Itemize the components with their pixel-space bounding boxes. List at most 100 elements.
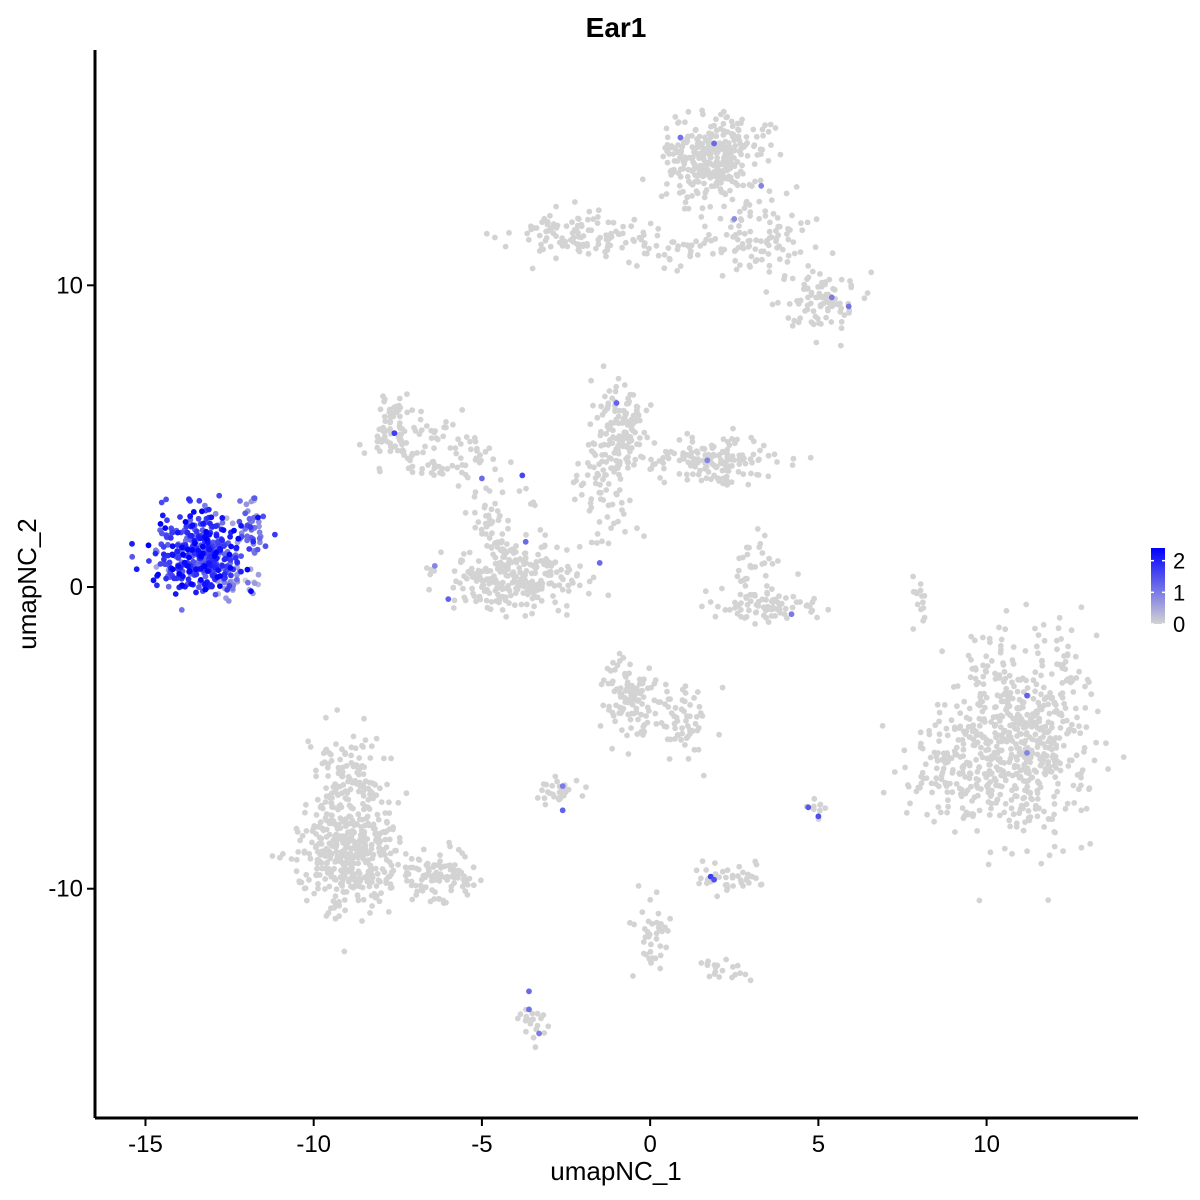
cell-point [959, 805, 966, 811]
cell-point [408, 882, 415, 889]
cell-point [341, 948, 348, 955]
cell-point [676, 182, 683, 189]
cell-point [533, 559, 540, 565]
cell-point [740, 554, 746, 561]
cell-point [1040, 621, 1047, 628]
cell-point [1045, 761, 1051, 768]
cell-point [383, 818, 390, 825]
cell-point [758, 881, 765, 888]
cell-point [1069, 721, 1075, 728]
cell-point [1054, 788, 1061, 795]
cell-point-expressing [199, 508, 205, 515]
cell-point [328, 751, 334, 758]
cell-point [719, 585, 725, 592]
cell-point [578, 491, 585, 498]
cell-point-expressing [146, 558, 152, 564]
cell-point [1024, 783, 1031, 790]
cell-point [760, 132, 766, 139]
cell-point [720, 436, 727, 443]
cell-point [841, 312, 848, 318]
cell-point [520, 590, 527, 596]
cell-point [355, 897, 362, 904]
cell-point [972, 665, 979, 671]
cell-point [625, 464, 631, 471]
cell-point [923, 775, 930, 781]
cell-point [734, 573, 741, 580]
cell-point [804, 602, 811, 608]
cell-point [599, 538, 605, 545]
cell-point [521, 561, 527, 568]
cell-point-expressing [213, 532, 220, 539]
cell-point [355, 788, 362, 795]
cell-point [913, 590, 920, 597]
cell-point [356, 870, 363, 877]
cell-point [768, 142, 774, 149]
cell-point [591, 441, 598, 448]
cell-point-expressing [212, 510, 219, 517]
cell-point [1071, 800, 1078, 806]
cell-point [750, 451, 757, 458]
cell-point [1032, 731, 1039, 738]
cell-point-expressing [711, 140, 717, 147]
cell-point-expressing [202, 563, 208, 570]
cell-point [954, 683, 961, 689]
cell-point [662, 924, 668, 931]
cell-point [355, 811, 362, 818]
cell-point [585, 590, 592, 597]
cell-point [641, 728, 648, 735]
cell-point [355, 860, 362, 867]
cell-point [327, 855, 334, 862]
cell-point [663, 125, 670, 132]
cell-point [447, 445, 454, 451]
cell-point [732, 440, 738, 447]
cell-point [733, 266, 740, 273]
cell-point [343, 763, 350, 769]
cell-point-expressing [186, 554, 192, 561]
cell-point [838, 318, 845, 325]
cell-point [438, 873, 445, 880]
cell-point [1007, 823, 1013, 830]
cell-point [736, 452, 743, 459]
cell-point [1072, 653, 1079, 660]
cell-point [563, 223, 570, 230]
cell-point [932, 722, 939, 729]
cell-point [529, 610, 535, 617]
cell-point [741, 205, 748, 212]
cell-point [687, 702, 693, 708]
cell-point [1083, 805, 1090, 812]
cell-point [523, 1028, 529, 1035]
cell-point [1053, 765, 1059, 771]
cell-point [936, 731, 943, 738]
cell-point [1035, 741, 1042, 748]
cell-point [619, 441, 626, 447]
cell-point [902, 764, 908, 771]
cell-point [606, 707, 612, 713]
cell-point [915, 784, 922, 791]
cell-point [1040, 684, 1047, 691]
cell-point [825, 307, 831, 314]
cell-point [702, 223, 708, 230]
cell-point [790, 455, 797, 462]
cell-point [396, 431, 403, 438]
cell-point [672, 114, 679, 120]
cell-point-expressing [206, 560, 212, 566]
cell-point [1010, 811, 1017, 818]
cell-point [450, 605, 457, 611]
cell-point [976, 722, 983, 729]
cell-point [1043, 694, 1050, 700]
cell-point-expressing [184, 546, 191, 553]
cell-point [783, 190, 790, 197]
cell-point-expressing [158, 499, 165, 506]
cell-point [382, 852, 388, 858]
cell-point [917, 744, 924, 751]
cell-point-expressing [226, 551, 233, 558]
cell-point [974, 768, 981, 775]
cell-point [607, 437, 613, 443]
cell-point [997, 718, 1003, 724]
cell-point [1024, 711, 1031, 718]
cell-point [994, 692, 1001, 699]
cell-point [947, 780, 953, 787]
cell-point [759, 550, 766, 556]
cell-point [965, 652, 972, 659]
cell-point [359, 918, 365, 924]
